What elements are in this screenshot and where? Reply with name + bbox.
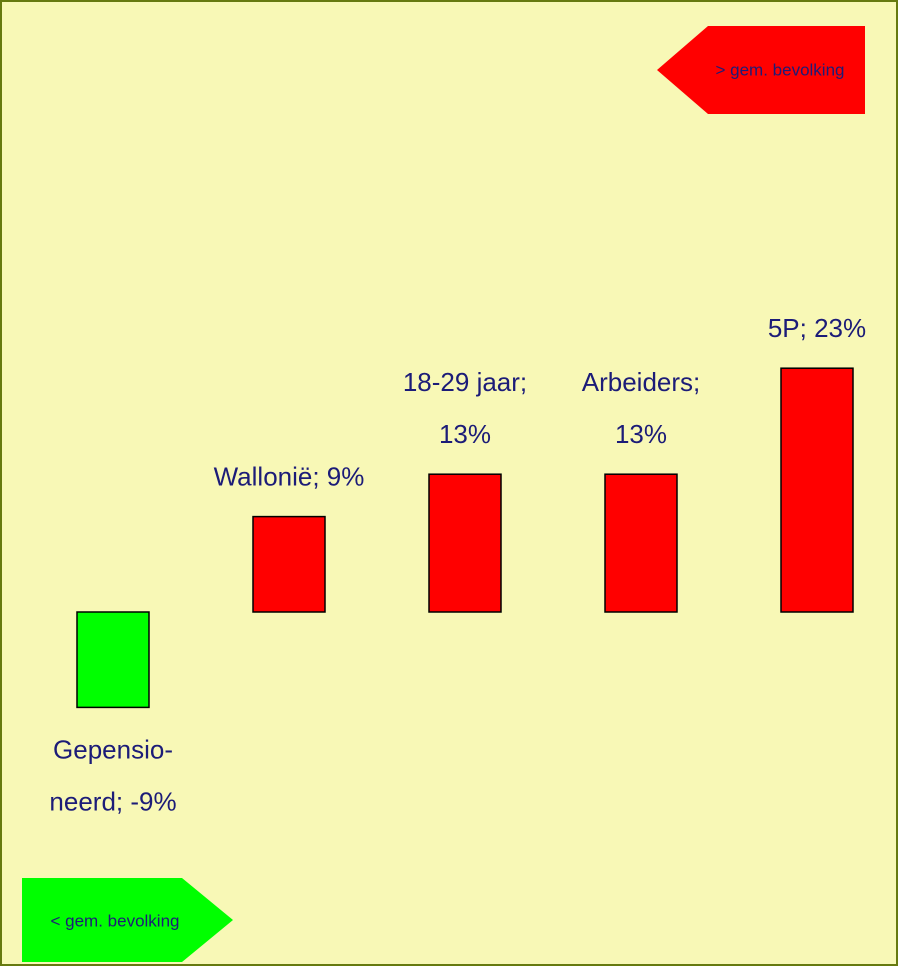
data-label: neerd; -9% <box>49 786 176 816</box>
data-label: 13% <box>439 419 491 449</box>
data-label: Gepensio- <box>53 734 173 764</box>
data-label: Wallonië; 9% <box>214 461 365 491</box>
bar <box>780 367 854 613</box>
data-label: 5P; 23% <box>768 313 866 343</box>
bar <box>604 473 678 613</box>
bar <box>428 473 502 613</box>
bar <box>252 515 326 613</box>
bar <box>76 611 150 709</box>
above-average-arrow <box>657 26 865 114</box>
above-average-label: > gem. bevolking <box>716 60 845 79</box>
data-label: 18-29 jaar; <box>403 367 527 397</box>
data-label: 13% <box>615 419 667 449</box>
data-label: Arbeiders; <box>582 367 701 397</box>
below-average-arrow <box>22 878 233 962</box>
below-average-label: < gem. bevolking <box>51 911 180 930</box>
